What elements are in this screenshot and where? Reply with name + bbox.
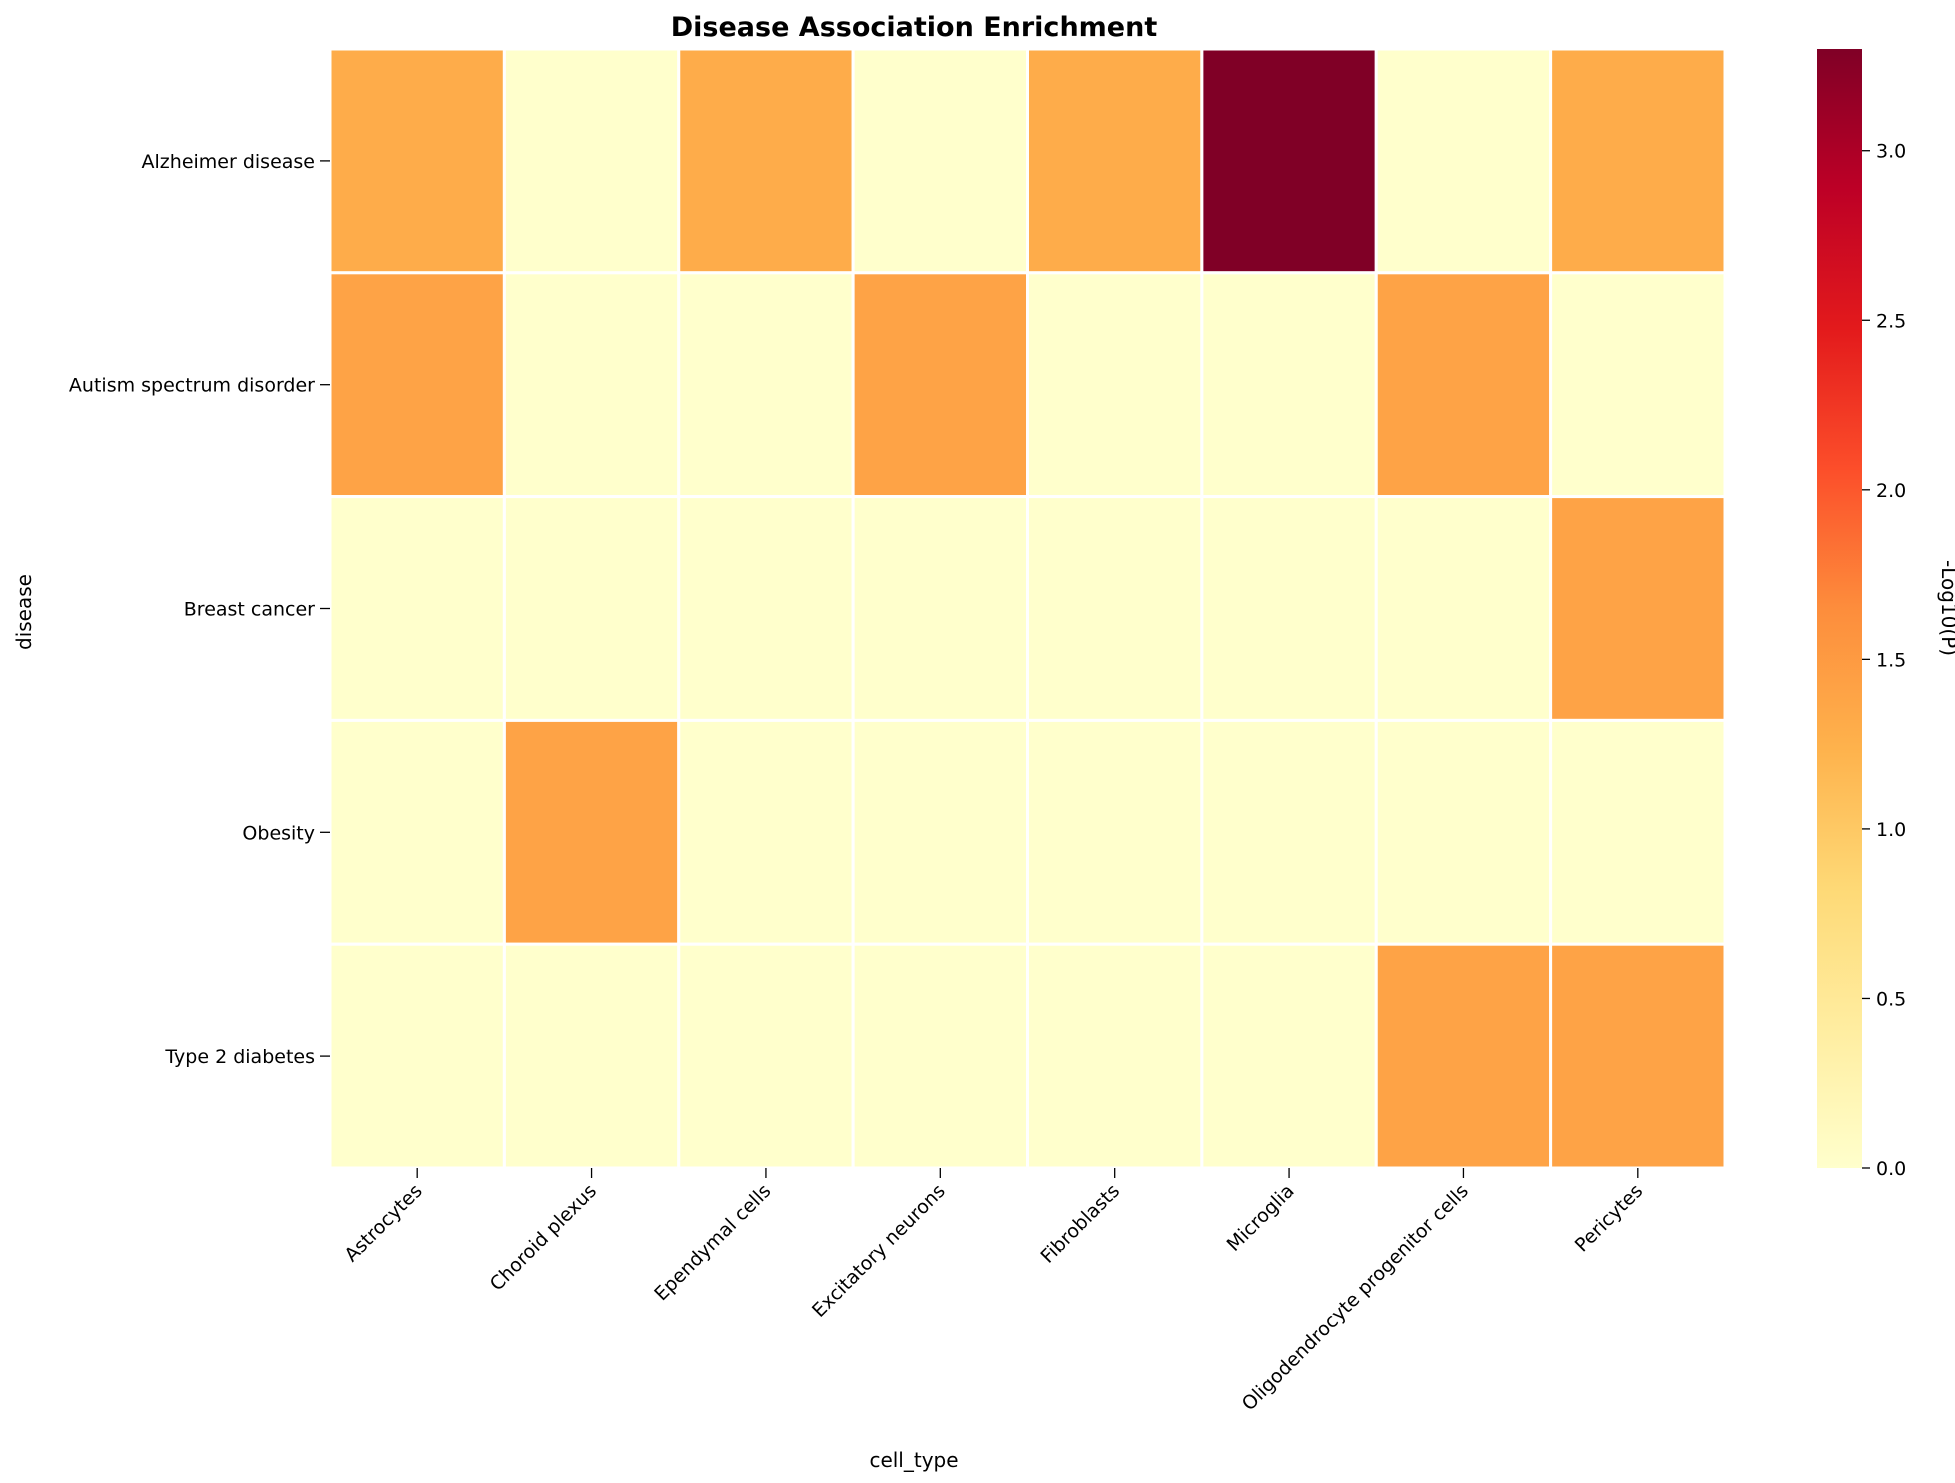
colorbar-tick-label: 1.0 xyxy=(1876,819,1906,841)
heatmap-cell xyxy=(1549,718,1727,946)
heatmap-cell xyxy=(1026,718,1204,946)
heatmap-cell xyxy=(328,495,506,722)
y-axis-ticks: Alzheimer disease Autism spectrum disorde… xyxy=(69,151,330,1068)
chart-title: Disease Association Enrichment xyxy=(671,12,1158,43)
y-tick-label: Type 2 diabetes xyxy=(164,1046,315,1068)
heatmap-cell xyxy=(851,942,1029,1170)
heatmap-cell xyxy=(1200,47,1378,275)
x-tick-label: Ependymal cells xyxy=(650,1180,775,1305)
x-tick-label: Choroid plexus xyxy=(486,1180,601,1295)
heatmap-cell xyxy=(1026,942,1204,1170)
heatmap-cell xyxy=(502,718,681,946)
heatmap-cell xyxy=(1200,942,1378,1170)
heatmap-cell xyxy=(1374,271,1553,499)
colorbar-tick-label: 1.5 xyxy=(1876,649,1906,671)
heatmap-cell xyxy=(851,271,1029,499)
heatmap-cell xyxy=(851,47,1029,275)
y-axis-label: disease xyxy=(12,574,36,650)
heatmap-cell xyxy=(677,942,855,1170)
y-tick-label: Obesity xyxy=(242,822,315,844)
x-tick-label: Pericytes xyxy=(1571,1180,1648,1257)
heatmap-cell xyxy=(1200,718,1378,946)
heatmap-cell xyxy=(502,942,681,1170)
y-tick-label: Breast cancer xyxy=(184,599,315,621)
heatmap-cell xyxy=(502,271,681,499)
heatmap-cell xyxy=(677,271,855,499)
heatmap-cell xyxy=(1374,495,1553,722)
heatmap-cell xyxy=(1374,718,1553,946)
x-tick-label: Astrocytes xyxy=(340,1180,426,1266)
heatmap-cell xyxy=(328,47,506,275)
colorbar-tick-label: 0.5 xyxy=(1876,988,1906,1010)
heatmap-cell xyxy=(1026,47,1204,275)
colorbar-tick-label: 3.0 xyxy=(1876,141,1906,163)
colorbar: 0.0 0.5 1.0 1.5 2.0 2.5 3.0 -Log10(P) xyxy=(1817,49,1955,1180)
y-tick-label: Alzheimer disease xyxy=(142,151,315,173)
heatmap-cell xyxy=(328,718,506,946)
heatmap-cells xyxy=(328,47,1727,1170)
heatmap-cell xyxy=(1374,47,1553,275)
colorbar-gradient xyxy=(1817,49,1862,1168)
heatmap-cell xyxy=(677,718,855,946)
heatmap-cell xyxy=(851,495,1029,722)
colorbar-tick-label: 2.5 xyxy=(1876,310,1906,332)
heatmap-cell xyxy=(328,942,506,1170)
heatmap-cell xyxy=(1374,942,1553,1170)
x-tick-label: Excitatory neurons xyxy=(808,1180,950,1322)
x-axis-ticks: Astrocytes Choroid plexus Ependymal cells E… xyxy=(340,1168,1647,1415)
heatmap-cell xyxy=(1026,495,1204,722)
heatmap-cell xyxy=(1200,495,1378,722)
y-tick-label: Autism spectrum disorder xyxy=(69,375,315,397)
colorbar-ticks: 0.0 0.5 1.0 1.5 2.0 2.5 3.0 xyxy=(1862,141,1906,1180)
x-axis-label: cell_type xyxy=(869,1448,958,1472)
heatmap-cell xyxy=(1200,271,1378,499)
colorbar-tick-label: 2.0 xyxy=(1876,480,1906,502)
x-tick-label: Fibroblasts xyxy=(1036,1180,1124,1268)
heatmap-cell xyxy=(502,495,681,722)
heatmap-cell xyxy=(1026,271,1204,499)
heatmap-cell xyxy=(851,718,1029,946)
colorbar-tick-label: 0.0 xyxy=(1876,1158,1906,1180)
heatmap-cell xyxy=(1549,942,1727,1170)
colorbar-label: -Log10(P) xyxy=(1937,560,1955,656)
x-tick-label: Microglia xyxy=(1223,1180,1299,1256)
heatmap-cell xyxy=(328,271,506,499)
heatmap-cell xyxy=(1549,271,1727,499)
heatmap-cell xyxy=(1549,47,1727,275)
heatmap-cell xyxy=(677,495,855,722)
heatmap-cell xyxy=(677,47,855,275)
heatmap-cell xyxy=(502,47,681,275)
heatmap-cell xyxy=(1549,495,1727,722)
